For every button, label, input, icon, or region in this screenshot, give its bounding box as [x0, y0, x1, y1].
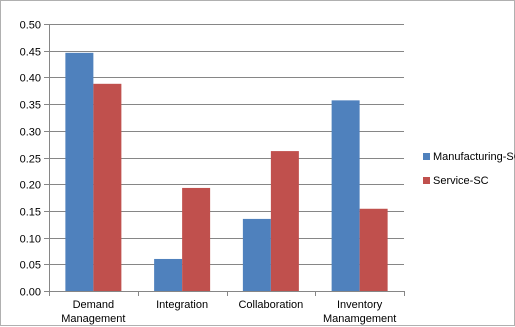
x-category-label: Demand	[73, 299, 115, 311]
legend-swatch	[423, 177, 430, 184]
legend-swatch	[423, 153, 430, 160]
bar-manufacturing-sc-0	[65, 52, 94, 291]
y-tick-label: 0.30	[20, 127, 41, 139]
bar-manufacturing-sc-3	[331, 100, 360, 291]
bar-manufacturing-sc-2	[242, 218, 271, 291]
y-tick-label: 0.15	[20, 207, 41, 219]
bar-service-sc-2	[270, 151, 299, 291]
y-tick-label: 0.20	[20, 180, 41, 192]
bar-service-sc-0	[93, 83, 122, 291]
legend: Manufacturing-SC Service-SC	[423, 151, 515, 187]
y-tick-label: 0.45	[20, 47, 41, 59]
x-category-label: Manamgement	[323, 313, 396, 325]
bar-manufacturing-sc-1	[154, 258, 183, 291]
x-category-label: Collaboration	[238, 299, 303, 311]
x-category-label: Inventory	[337, 299, 383, 311]
y-tick-label: 0.10	[20, 234, 41, 246]
legend-label: Service-SC	[433, 175, 489, 187]
x-axis-labels: Demand Management Integration Collaboration…	[61, 299, 396, 325]
x-category-label: Management	[61, 313, 125, 325]
y-tick-label: 0.05	[20, 260, 41, 272]
y-axis-ticks: 0.00 0.05 0.10 0.15 0.20 0.25 0.30 0.35 0.40 0.45…	[20, 20, 49, 299]
bar-service-sc-1	[182, 187, 211, 291]
y-tick-label: 0.50	[20, 20, 41, 32]
axes	[49, 24, 405, 296]
y-tick-label: 0.40	[20, 73, 41, 85]
bar-service-sc-3	[359, 208, 388, 291]
legend-label: Manufacturing-SC	[433, 151, 515, 163]
bars	[65, 52, 388, 291]
x-category-label: Integration	[156, 299, 208, 311]
y-tick-label: 0.00	[20, 287, 41, 299]
y-tick-label: 0.35	[20, 100, 41, 112]
y-tick-label: 0.25	[20, 154, 41, 166]
